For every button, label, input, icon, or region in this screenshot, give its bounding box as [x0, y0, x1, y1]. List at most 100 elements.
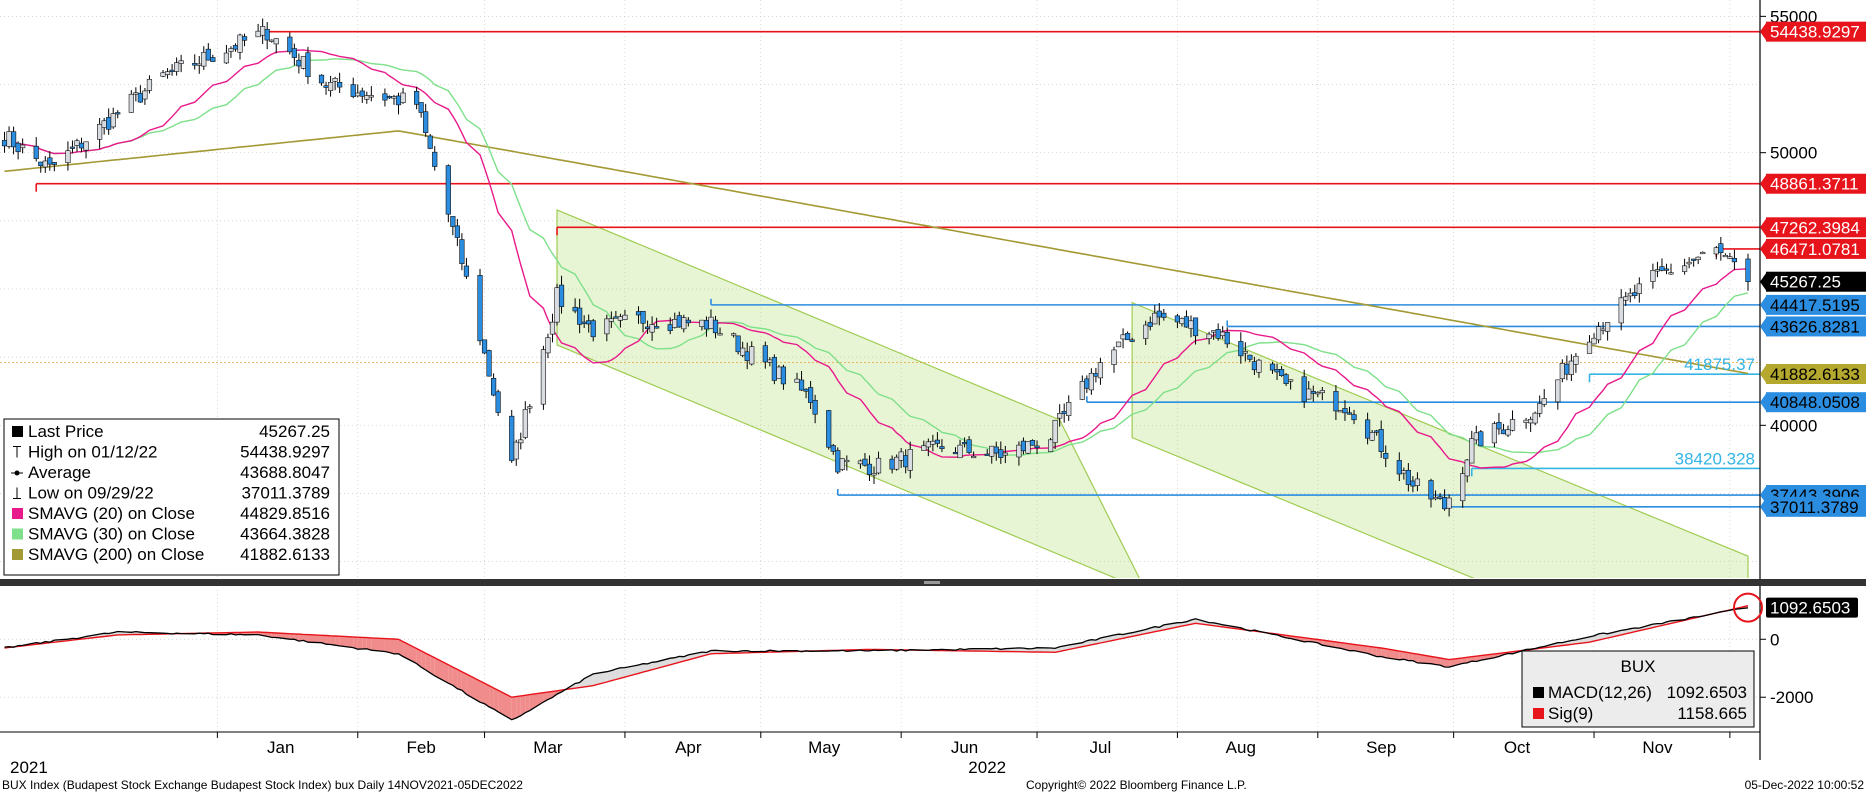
price-tag-arrow: [1760, 392, 1767, 413]
candle-body: [432, 151, 438, 167]
candle-body: [613, 316, 619, 319]
legend-value: 54438.9297: [240, 443, 330, 462]
candle-body: [174, 62, 180, 72]
candle-body: [934, 439, 940, 444]
candle-body: [604, 318, 610, 335]
candle-body: [20, 144, 26, 149]
candle-body: [1650, 270, 1656, 282]
legend-value: 1158.665: [1677, 704, 1747, 723]
candle-body: [1663, 268, 1670, 271]
candle-body: [382, 93, 388, 101]
candle-body: [572, 306, 578, 312]
candle-body: [1278, 369, 1285, 376]
price-tag-box: [1766, 173, 1866, 194]
price-tag: 46471.0781: [1760, 238, 1866, 259]
candle-body: [894, 456, 900, 470]
macd-fill-seg: [1349, 643, 1355, 651]
candle-body: [1727, 256, 1733, 259]
candle-body: [545, 337, 551, 354]
price-tag-arrow: [1760, 294, 1767, 315]
macd-fill-seg: [1440, 658, 1445, 667]
candle-body: [1256, 359, 1262, 373]
candle-body: [681, 317, 687, 330]
candle-body: [644, 326, 651, 329]
candle-body: [961, 442, 968, 445]
legend-label: Low on 09/29/22: [28, 484, 154, 503]
macd-legend: BUX MACD(12,26) 1092.6503 Sig(9) 1158.665: [1521, 650, 1755, 728]
legend-label: Average: [28, 463, 91, 482]
channel-2: [1131, 301, 1749, 578]
legend-value: 44829.8516: [240, 504, 330, 523]
price-tags: 54438.9297 48861.3711 47262.3984 46471.0781…: [1760, 21, 1866, 517]
current-macd-circle: [1733, 592, 1763, 623]
candle-body: [106, 117, 112, 130]
candle-body: [1152, 312, 1158, 325]
macd-fill-seg: [398, 639, 404, 657]
legend-label: High on 01/12/22: [28, 443, 158, 462]
price-tag-arrow: [1760, 496, 1767, 517]
macd-current-tag: 1092.6503: [1766, 597, 1858, 618]
macd-fill-seg: [1598, 633, 1604, 641]
macd-fill-seg: [493, 687, 499, 712]
x-tick-label: Apr: [675, 738, 702, 757]
macd-fill-seg: [298, 634, 304, 642]
price-tag-label: 48861.3711: [1770, 175, 1859, 194]
candle-body: [1618, 297, 1624, 324]
candle-body: [1383, 453, 1389, 459]
price-tag-box: [1766, 238, 1866, 259]
pane-divider-grip[interactable]: [924, 581, 940, 584]
x-axis: Jan Feb Mar Apr May Jun Jul Aug Sep Oct Nov 2021 202…: [0, 731, 1760, 777]
candle-body: [1505, 429, 1511, 436]
x-year-label: 2021: [10, 758, 48, 777]
x-tick-label: May: [808, 738, 841, 757]
price-tag: 37011.3789: [1760, 496, 1866, 517]
candle-body: [359, 90, 365, 97]
main-grid: [0, 0, 1760, 578]
candle-body: [364, 95, 370, 100]
candle-body: [1066, 402, 1072, 416]
candle-body: [42, 160, 48, 168]
macd-fill-seg: [520, 695, 526, 716]
macd-fill-seg: [1376, 647, 1382, 657]
legend-swatch: [1533, 708, 1544, 719]
candle-body: [1369, 432, 1375, 441]
candle-body: [590, 320, 596, 338]
candle-body: [101, 120, 107, 128]
candle-body: [518, 439, 524, 444]
candle-body: [1161, 312, 1167, 318]
x-tick-label: Sep: [1366, 738, 1396, 757]
candle-body: [1446, 497, 1452, 509]
candle-body: [803, 388, 809, 392]
candle-body: [1351, 414, 1357, 421]
macd-fill-seg: [1018, 647, 1024, 652]
candle-body: [1632, 292, 1638, 296]
candle-body: [1052, 419, 1058, 443]
candle-body: [1573, 355, 1579, 365]
candle-body: [703, 320, 710, 330]
candle-body: [1564, 363, 1570, 375]
candle-body: [1537, 403, 1543, 414]
legend-label: SMAVG (30) on Close: [28, 525, 195, 544]
macd-fill-seg: [670, 657, 675, 665]
x-tick-label: Jul: [1090, 738, 1112, 757]
candle-body: [1605, 322, 1611, 332]
candle-body: [676, 315, 682, 328]
candle-body: [1247, 354, 1253, 360]
annotation-label: 41875.37: [1684, 355, 1755, 374]
macd-fill-seg: [1100, 635, 1115, 643]
candle-body: [1378, 429, 1384, 452]
candle-body: [1374, 430, 1380, 433]
candle-body: [350, 84, 356, 97]
candle-body: [767, 359, 773, 363]
candle-body: [993, 446, 999, 454]
signal-line: [4, 605, 1749, 698]
candle-body: [33, 145, 39, 159]
candle-body: [477, 275, 483, 342]
candle-body: [142, 90, 148, 100]
candle-body: [47, 157, 53, 165]
macd-fill-seg: [516, 695, 521, 718]
price-tag-arrow: [1760, 173, 1767, 194]
legend-swatch: [1533, 687, 1544, 698]
macd-fill-seg: [1471, 656, 1477, 662]
